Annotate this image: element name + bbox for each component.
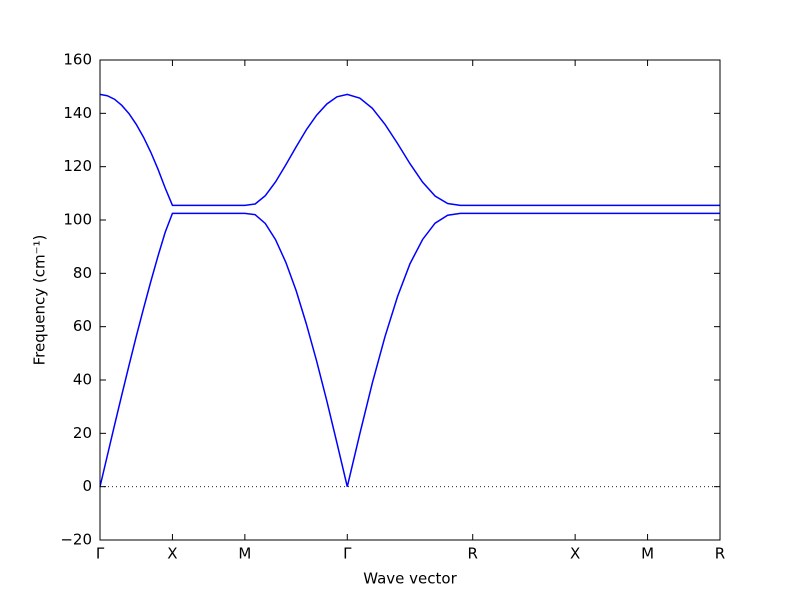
y-tick-label: 0 bbox=[82, 477, 92, 495]
x-tick-label: R bbox=[715, 545, 725, 563]
x-tick-label: Γ bbox=[343, 545, 352, 563]
x-tick-label: X bbox=[570, 545, 580, 563]
y-tick-label: 60 bbox=[73, 317, 92, 335]
x-tick-label: Γ bbox=[96, 545, 105, 563]
x-axis-label: Wave vector bbox=[363, 570, 457, 588]
x-tick-label: R bbox=[468, 545, 478, 563]
y-tick-label: 100 bbox=[63, 211, 92, 229]
y-tick-label: −20 bbox=[60, 531, 92, 549]
y-tick-label: 40 bbox=[73, 371, 92, 389]
y-axis-label: Frequency (cm⁻¹) bbox=[31, 235, 49, 366]
x-tick-label: M bbox=[641, 545, 654, 563]
plot-frame bbox=[99, 59, 721, 541]
band-line bbox=[99, 212, 720, 487]
y-tick-label: 80 bbox=[73, 264, 92, 282]
y-tick-label: 20 bbox=[73, 424, 92, 442]
y-tick-label: 120 bbox=[63, 157, 92, 175]
y-tick-label: 160 bbox=[63, 51, 92, 69]
x-tick-label: X bbox=[167, 545, 177, 563]
x-tick-label: M bbox=[238, 545, 251, 563]
y-tick-label: 140 bbox=[63, 104, 92, 122]
band-line bbox=[99, 93, 720, 207]
